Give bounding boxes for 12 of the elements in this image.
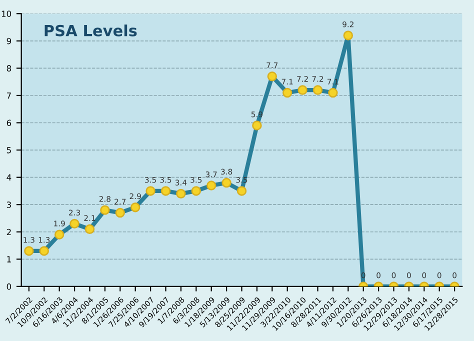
y-tick-label: 0: [6, 283, 12, 290]
y-tick-label: 8: [6, 65, 12, 72]
y-tick-label: 7: [6, 92, 11, 99]
y-tick-label: 5: [6, 147, 11, 154]
y-tick-label: 4: [6, 174, 12, 180]
y-tick-label: 10: [2, 10, 12, 17]
y-tick-label: 2: [6, 228, 11, 236]
y-tick-label: 6: [6, 120, 12, 126]
y-tick-label: 3: [6, 202, 11, 208]
y-tick-label: 1: [7, 256, 11, 262]
text: PSA Levels: [44, 24, 137, 36]
y-tick-label: 9: [6, 38, 12, 44]
